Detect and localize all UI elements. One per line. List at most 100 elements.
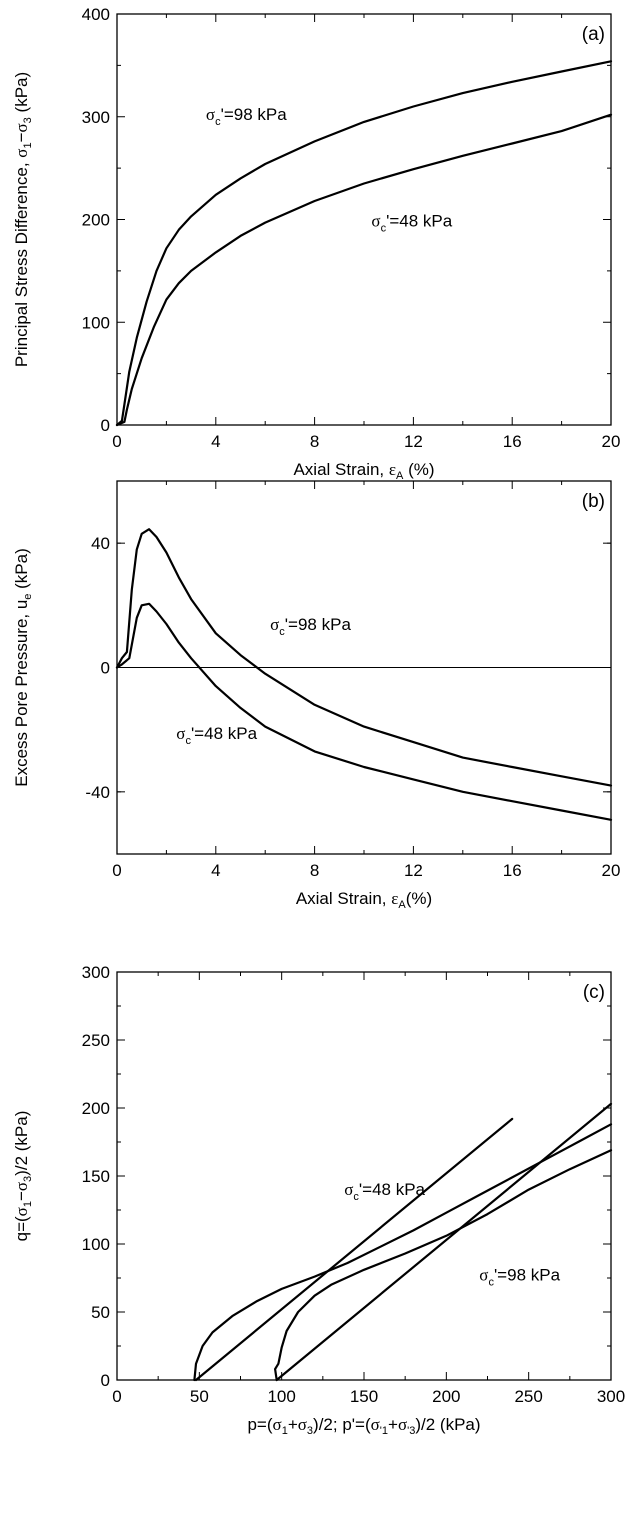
x-label-symbol: σ [371,1415,380,1434]
y-label-subscript: e [22,594,34,600]
annotation-symbol: σ [206,105,215,124]
annotation-symbol: σ [344,1180,353,1199]
annotation-symbol: σ [270,615,279,634]
x-tick-label-b: 16 [503,861,522,880]
x-tick-label-a: 0 [112,432,121,451]
x-tick-label-c: 300 [597,1387,625,1406]
y-tick-label-c: 200 [82,1099,110,1118]
series-annotation-b: σc'=48 kPa [176,724,257,747]
y-tick-label-a: 300 [82,108,110,127]
series-annotation-c: σc'=98 kPa [479,1266,560,1289]
x-tick-label-a: 8 [310,432,319,451]
series-annotation-c: σc'=48 kPa [344,1180,425,1203]
x-label-subscript: A [398,899,406,911]
y-axis-label-b: Excess Pore Pressure, ue (kPa) [12,548,34,787]
annotation-text: '=98 kPa [285,615,352,634]
annotation-subscript: c [488,1277,494,1289]
y-tick-label-c: 250 [82,1031,110,1050]
annotation-text: '=98 kPa [221,105,288,124]
annotation-text: '=48 kPa [386,212,453,231]
x-tick-label-b: 12 [404,861,423,880]
x-label-text: )/2 (kPa) [415,1415,480,1434]
y-tick-label-c: 0 [101,1371,110,1390]
x-label-subscript: '3 [407,1425,415,1437]
annotation-subscript: c [279,626,285,638]
x-label-text: p=( [247,1415,272,1434]
x-tick-label-c: 250 [514,1387,542,1406]
x-label-text: Axial Strain, [293,460,388,479]
y-axis-label-c: q=(σ1−σ3)/2 (kPa) [12,1111,34,1242]
y-tick-label-a: 100 [82,313,110,332]
y-tick-label-c: 100 [82,1235,110,1254]
y-label-symbol: σ [12,149,31,158]
y-label-text: )/2 (kPa) [12,1111,31,1176]
x-tick-label-b: 8 [310,861,319,880]
panel-label-c: (c) [583,982,605,1003]
series-annotation-a: σc'=48 kPa [371,212,452,235]
x-tick-label-c: 200 [432,1387,460,1406]
x-label-text: )/2; p'=( [313,1415,371,1434]
annotation-subscript: c [185,735,191,747]
y-tick-label-b: -40 [85,783,110,802]
x-axis-label-c: p=(σ1+σ3)/2; p'=(σ'1+σ'3)/2 (kPa) [247,1415,480,1437]
annotation-symbol: σ [176,724,185,743]
y-label-text: (kPa) [12,548,31,593]
series-line-b-0 [115,528,613,787]
x-label-symbol: σ [398,1415,407,1434]
series-line-c-3 [274,1149,613,1382]
x-axis-label-a: Axial Strain, εA (%) [293,460,434,482]
panel-label-a: (a) [582,24,605,45]
series-line-c-0 [194,1117,514,1382]
x-label-subscript: 3 [307,1425,313,1437]
x-tick-label-b: 20 [602,861,621,880]
x-label-text: + [288,1415,298,1434]
annotation-text: '=48 kPa [359,1180,426,1199]
annotation-symbol: σ [479,1266,488,1285]
y-label-subscript: 3 [22,117,34,123]
annotation-subscript: c [381,223,387,235]
x-tick-label-b: 0 [112,861,121,880]
x-label-symbol: σ [298,1415,307,1434]
y-tick-label-b: 0 [101,659,110,678]
y-label-text: Principal Stress Difference, [12,158,31,367]
y-tick-label-a: 0 [101,416,110,435]
x-label-text: Axial Strain, [296,889,391,908]
x-label-symbol: σ [273,1415,282,1434]
series-line-c-1 [275,1102,613,1382]
y-label-text: (kPa) [12,72,31,117]
y-tick-label-c: 50 [91,1303,110,1322]
x-tick-label-c: 150 [350,1387,378,1406]
x-tick-label-c: 100 [267,1387,295,1406]
x-label-subscript: A [396,470,404,482]
y-tick-label-c: 150 [82,1167,110,1186]
x-label-text: + [388,1415,398,1434]
x-tick-label-c: 0 [112,1387,121,1406]
series-line-c-2 [193,1123,613,1382]
y-label-subscript: 3 [22,1176,34,1182]
y-label-text: − [12,132,31,142]
series-line-a-0 [115,60,613,427]
series-annotation-a: σc'=98 kPa [206,105,287,128]
y-label-subscript: 1 [22,142,34,148]
annotation-subscript: c [215,116,221,128]
annotation-text: '=98 kPa [494,1266,561,1285]
y-label-symbol: σ [12,1207,31,1216]
x-tick-label-a: 4 [211,432,220,451]
x-tick-label-b: 4 [211,861,220,880]
y-label-text: − [12,1191,31,1201]
panel-c: 0 50 100 150 200 250 300050100150200250300σc'=… [12,963,625,1437]
y-tick-label-c: 300 [82,963,110,982]
y-label-symbol: σ [12,1182,31,1191]
y-label-symbol: σ [12,123,31,132]
x-label-text: (%) [406,889,432,908]
y-label-subscript: 1 [22,1201,34,1207]
annotation-text: '=48 kPa [191,724,258,743]
x-axis-label-b: Axial Strain, εA(%) [296,889,432,911]
x-label-text: (%) [403,460,434,479]
y-label-text: Excess Pore Pressure, u [12,600,31,787]
x-label-subscript: '1 [380,1425,388,1437]
x-label-symbol: ε [389,460,396,479]
